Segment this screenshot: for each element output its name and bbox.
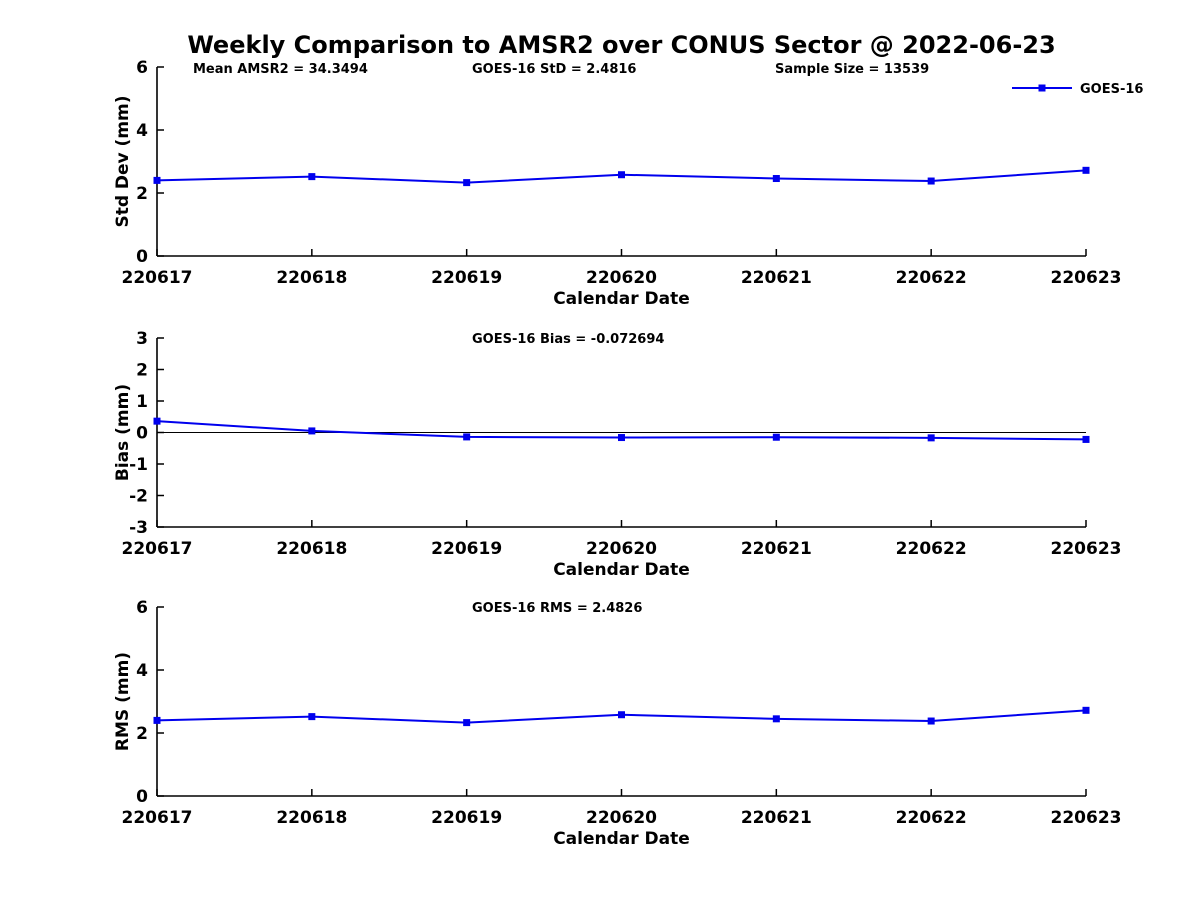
annotation: Mean AMSR2 = 34.3494 xyxy=(193,62,368,77)
annotation: Sample Size = 13539 xyxy=(775,62,929,77)
y-tick-label: 2 xyxy=(136,724,148,744)
data-point-marker xyxy=(463,433,471,441)
data-point-marker xyxy=(772,433,780,441)
y-tick-label: 0 xyxy=(136,787,148,807)
x-tick-label: 220623 xyxy=(1051,268,1122,288)
x-tick-label: 220617 xyxy=(122,539,193,559)
x-tick-label: 220623 xyxy=(1051,539,1122,559)
y-tick-label: 6 xyxy=(136,598,148,618)
y-tick-label: 2 xyxy=(136,184,148,204)
x-tick-label: 220620 xyxy=(586,808,657,828)
x-tick-label: 220622 xyxy=(896,808,967,828)
data-point-marker xyxy=(153,716,161,724)
data-point-marker xyxy=(927,177,935,185)
data-point-marker xyxy=(153,417,161,425)
x-tick-label: 220621 xyxy=(741,808,812,828)
y-tick-label: 6 xyxy=(136,58,148,78)
x-axis-label: Calendar Date xyxy=(553,560,690,580)
annotation: GOES-16 Bias = -0.072694 xyxy=(472,332,664,347)
data-point-marker xyxy=(1082,435,1090,443)
y-tick-label: 3 xyxy=(136,329,148,349)
data-point-marker xyxy=(772,175,780,183)
data-point-marker xyxy=(308,427,316,435)
annotation: GOES-16 StD = 2.4816 xyxy=(472,62,636,77)
x-tick-label: 220620 xyxy=(586,268,657,288)
x-tick-label: 220619 xyxy=(431,808,502,828)
x-tick-label: 220623 xyxy=(1051,808,1122,828)
y-axis-label: Std Dev (mm) xyxy=(113,95,133,227)
x-tick-label: 220622 xyxy=(896,539,967,559)
x-tick-label: 220620 xyxy=(586,539,657,559)
y-tick-label: 0 xyxy=(136,247,148,267)
data-point-marker xyxy=(927,717,935,725)
data-point-marker xyxy=(618,434,625,442)
y-tick-label: -1 xyxy=(129,455,148,475)
data-point-marker xyxy=(308,713,316,721)
x-axis-label: Calendar Date xyxy=(553,829,690,849)
x-tick-label: 220618 xyxy=(276,808,347,828)
legend-marker xyxy=(1038,84,1046,92)
x-tick-label: 220622 xyxy=(896,268,967,288)
stddev-subplot: 0 2 4 6 220617 220618 220619 220620 220621 220622… xyxy=(113,58,1143,309)
x-tick-label: 220619 xyxy=(431,268,502,288)
y-tick-label: 4 xyxy=(136,121,148,141)
y-tick-label: 0 xyxy=(136,424,148,444)
data-point-marker xyxy=(618,711,625,719)
data-point-marker xyxy=(153,176,161,184)
data-point-marker xyxy=(618,171,625,179)
data-point-marker xyxy=(463,719,471,727)
y-axis-label: Bias (mm) xyxy=(113,384,133,481)
data-point-marker xyxy=(927,434,935,442)
y-tick-label: -3 xyxy=(129,518,148,538)
legend-label: GOES-16 xyxy=(1080,82,1143,97)
data-point-marker xyxy=(308,173,316,181)
data-point-marker xyxy=(1082,706,1090,714)
y-axis-label: RMS (mm) xyxy=(113,652,133,751)
y-tick-label: 1 xyxy=(136,392,148,412)
x-tick-label: 220617 xyxy=(122,808,193,828)
chart-title: Weekly Comparison to AMSR2 over CONUS Se… xyxy=(187,31,1056,59)
x-tick-label: 220621 xyxy=(741,539,812,559)
data-point-marker xyxy=(772,715,780,723)
bias-subplot: -3 -2 -1 0 1 2 3 220617 220618 220619 220620 220621… xyxy=(113,329,1122,580)
data-point-marker xyxy=(1082,166,1090,174)
data-point-marker xyxy=(463,179,471,187)
y-tick-label: 4 xyxy=(136,661,148,681)
x-tick-label: 220618 xyxy=(276,268,347,288)
annotation: GOES-16 RMS = 2.4826 xyxy=(472,601,642,616)
x-tick-label: 220618 xyxy=(276,539,347,559)
x-axis-label: Calendar Date xyxy=(553,289,690,309)
rms-subplot: 0 2 4 6 220617 220618 220619 220620 220621 220622… xyxy=(113,598,1122,849)
y-tick-label: -2 xyxy=(129,487,148,507)
x-tick-label: 220621 xyxy=(741,268,812,288)
x-tick-label: 220617 xyxy=(122,268,193,288)
y-tick-label: 2 xyxy=(136,361,148,381)
x-tick-label: 220619 xyxy=(431,539,502,559)
